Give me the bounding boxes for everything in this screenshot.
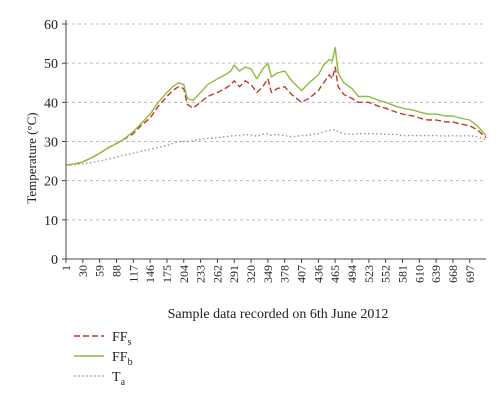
legend-label: FFs [112, 330, 132, 348]
x-tick-label: 88 [109, 265, 123, 277]
series-lines [65, 46, 487, 166]
y-tick-label: 10 [44, 214, 58, 229]
x-tick-label: 407 [295, 265, 309, 283]
x-tick-label: 175 [160, 265, 174, 283]
x-tick-label: 349 [261, 265, 275, 283]
y-tick-label: 50 [44, 57, 58, 72]
y-tick-label: 40 [44, 96, 58, 111]
axes [65, 20, 486, 260]
x-tick-label: 581 [395, 265, 409, 283]
y-tick-label: 30 [44, 136, 58, 151]
legend-label: FFb [112, 350, 133, 368]
x-tick-label: 233 [194, 265, 208, 283]
x-tick-label: 639 [429, 265, 443, 283]
x-tick-label: 378 [278, 265, 292, 283]
x-tick-label: 204 [177, 265, 191, 283]
y-tick-labels: 0 10 20 30 40 50 60 [44, 18, 66, 268]
x-tick-label: 523 [362, 265, 376, 283]
y-axis-label: Temperature (°C) [24, 112, 39, 203]
x-tick-label: 30 [76, 265, 90, 277]
x-tick-label: 262 [210, 265, 224, 283]
series-line-ffs [65, 66, 487, 166]
y-tick-label: 20 [44, 175, 58, 190]
x-tick-label: 291 [227, 265, 241, 283]
x-tick-label: 552 [379, 265, 393, 283]
x-tick-label: 59 [93, 265, 107, 277]
x-tick-label: 610 [412, 265, 426, 283]
legend-label: Ta [112, 370, 126, 388]
series-line-ta [65, 129, 487, 166]
y-tick-label: 0 [51, 253, 58, 268]
x-tick-label: 117 [126, 265, 140, 283]
x-tick-label: 494 [345, 265, 359, 283]
y-tick-label: 60 [44, 18, 58, 33]
x-tick-label: 436 [311, 265, 325, 283]
series-line-ffb [65, 46, 487, 166]
x-tick-label: 1 [59, 265, 73, 271]
x-axis-label: Sample data recorded on 6th June 2012 [168, 307, 389, 322]
x-tick-label: 697 [463, 265, 477, 283]
x-tick-labels: 1 30 59 88 117 146 175 204 233 262 291 320 349 378 407… [59, 259, 477, 283]
x-tick-label: 320 [244, 265, 258, 283]
legend: FFs FFb Ta [74, 330, 133, 388]
x-tick-label: 465 [328, 265, 342, 283]
x-tick-label: 146 [143, 265, 157, 283]
x-tick-label: 668 [446, 265, 460, 283]
gridlines [66, 23, 486, 221]
